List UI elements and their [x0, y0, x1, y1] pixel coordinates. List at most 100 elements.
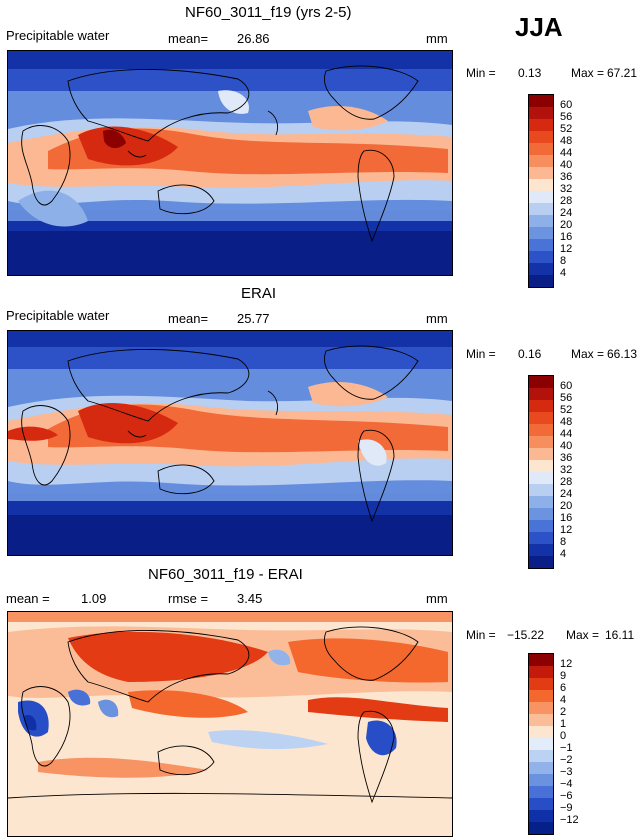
panel2-colorbar — [528, 375, 554, 569]
panel2-max-value: 66.13 — [607, 347, 638, 361]
colorbar-tick-label: 16 — [560, 512, 573, 524]
panel3-mean-label: mean = — [6, 591, 50, 606]
colorbar-tick-label: 40 — [560, 440, 573, 452]
colorbar-swatch — [529, 762, 553, 774]
colorbar-swatch — [529, 508, 553, 520]
colorbar-tick-label: 28 — [560, 476, 573, 488]
panel3-min-value: −15.22 — [507, 628, 545, 642]
panel1-units: mm — [426, 31, 448, 46]
colorbar-swatch — [529, 275, 553, 287]
colorbar-tick-label: 16 — [560, 231, 573, 243]
colorbar-tick-label: 36 — [560, 171, 573, 183]
panel1-map — [7, 50, 453, 276]
panel3-title: NF60_3011_f19 - ERAI — [148, 566, 303, 583]
colorbar-tick-label: 8 — [560, 536, 567, 548]
panel3-max-value: 16.11 — [605, 628, 635, 642]
colorbar-tick-label: 20 — [560, 219, 573, 231]
panel1-title: NF60_3011_f19 (yrs 2-5) — [185, 4, 352, 21]
colorbar-tick-label: 12 — [560, 658, 573, 670]
colorbar-tick-label: 12 — [560, 243, 573, 255]
colorbar-tick-label: 4 — [560, 548, 567, 560]
colorbar-swatch — [529, 532, 553, 544]
colorbar-swatch — [529, 424, 553, 436]
colorbar-tick-label: 4 — [560, 267, 567, 279]
colorbar-tick-label: 6 — [560, 682, 567, 694]
colorbar-swatch — [529, 251, 553, 263]
colorbar-swatch — [529, 472, 553, 484]
colorbar-swatch — [529, 263, 553, 275]
colorbar-swatch — [529, 798, 553, 810]
colorbar-swatch — [529, 179, 553, 191]
colorbar-swatch — [529, 654, 553, 666]
panel1-variable-label: Precipitable water — [6, 28, 110, 43]
panel1-mean-value: 26.86 — [237, 31, 270, 46]
colorbar-swatch — [529, 738, 553, 750]
colorbar-tick-label: −12 — [560, 814, 579, 826]
colorbar-tick-label: 44 — [560, 147, 573, 159]
colorbar-tick-label: 60 — [560, 380, 573, 392]
colorbar-tick-label: −3 — [560, 766, 573, 778]
panel3-rmse-value: 3.45 — [237, 591, 263, 606]
colorbar-swatch — [529, 520, 553, 532]
colorbar-swatch — [529, 726, 553, 738]
panel2-mean-label: mean= — [168, 311, 209, 326]
panel2-field — [8, 331, 452, 555]
colorbar-swatch — [529, 412, 553, 424]
panel2-units: mm — [426, 311, 448, 326]
panel1-min-value: 0.13 — [518, 66, 542, 80]
panel3-units: mm — [426, 591, 448, 606]
colorbar-tick-label: 52 — [560, 404, 573, 416]
colorbar-tick-label: 9 — [560, 670, 567, 682]
panel1-colorbar — [528, 94, 554, 288]
colorbar-swatch — [529, 400, 553, 412]
panel3-min-label: Min = — [466, 628, 496, 642]
colorbar-tick-label: 20 — [560, 500, 573, 512]
colorbar-swatch — [529, 143, 553, 155]
colorbar-swatch — [529, 155, 553, 167]
colorbar-tick-label: 8 — [560, 255, 567, 267]
colorbar-swatch — [529, 376, 553, 388]
colorbar-swatch — [529, 167, 553, 179]
colorbar-tick-label: 56 — [560, 111, 573, 123]
colorbar-swatch — [529, 822, 553, 834]
colorbar-swatch — [529, 484, 553, 496]
colorbar-tick-label: 44 — [560, 428, 573, 440]
colorbar-swatch — [529, 556, 553, 568]
colorbar-tick-label: 2 — [560, 706, 567, 718]
colorbar-swatch — [529, 119, 553, 131]
colorbar-tick-label: −2 — [560, 754, 573, 766]
panel2-max-label: Max = — [571, 347, 605, 361]
panel2-variable-label: Precipitable water — [6, 308, 110, 323]
colorbar-swatch — [529, 107, 553, 119]
colorbar-swatch — [529, 460, 553, 472]
colorbar-tick-label: 28 — [560, 195, 573, 207]
panel3-mean-value: 1.09 — [81, 591, 107, 606]
panel3-field — [8, 612, 452, 836]
colorbar-tick-label: −1 — [560, 742, 573, 754]
colorbar-swatch — [529, 810, 553, 822]
colorbar-tick-label: 48 — [560, 135, 573, 147]
panel1-max-label: Max = — [571, 66, 605, 80]
colorbar-tick-label: 48 — [560, 416, 573, 428]
colorbar-tick-label: 4 — [560, 694, 567, 706]
colorbar-tick-label: 36 — [560, 452, 573, 464]
colorbar-swatch — [529, 702, 553, 714]
panel1-mean-label: mean= — [168, 31, 209, 46]
panel3-rmse-label: rmse = — [168, 591, 209, 606]
colorbar-swatch — [529, 388, 553, 400]
colorbar-tick-label: 1 — [560, 718, 567, 730]
colorbar-swatch — [529, 690, 553, 702]
colorbar-tick-label: 32 — [560, 464, 573, 476]
colorbar-tick-label: 24 — [560, 488, 573, 500]
panel3-colorbar — [528, 653, 554, 835]
panel1-min-label: Min = — [466, 66, 496, 80]
colorbar-tick-label: 12 — [560, 524, 573, 536]
panel1-max-value: 67.21 — [607, 66, 638, 80]
panel2-min-label: Min = — [466, 347, 496, 361]
colorbar-swatch — [529, 227, 553, 239]
panel2-mean-value: 25.77 — [237, 311, 270, 326]
colorbar-swatch — [529, 95, 553, 107]
colorbar-swatch — [529, 436, 553, 448]
colorbar-swatch — [529, 131, 553, 143]
colorbar-swatch — [529, 191, 553, 203]
